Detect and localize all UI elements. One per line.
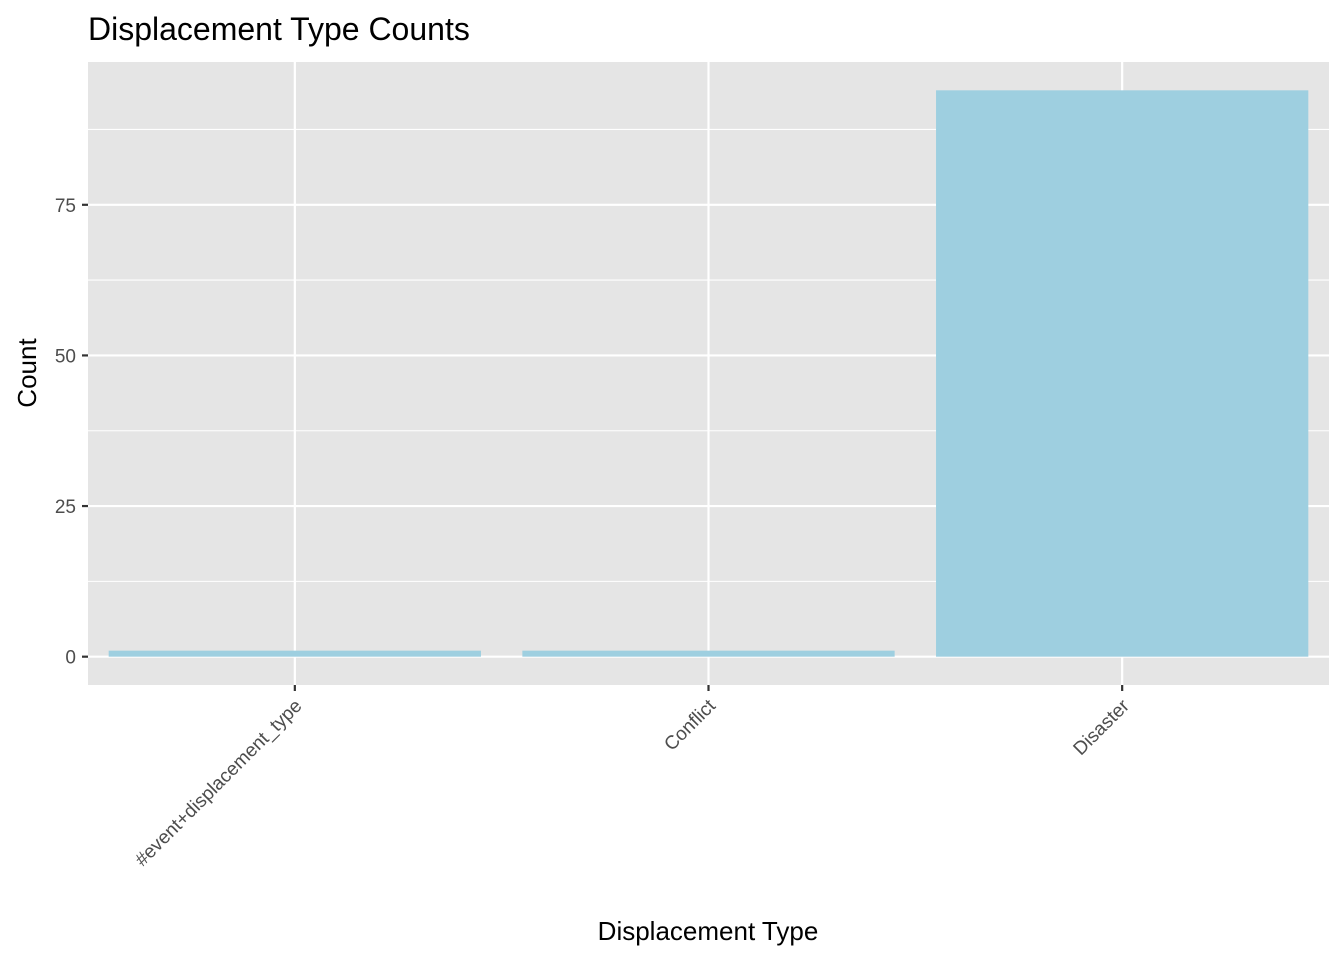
x-axis-title: Displacement Type [598, 916, 819, 946]
x-axis: #event+displacement_type Conflict Disaster [131, 685, 1134, 871]
x-tick-label: #event+displacement_type [131, 696, 306, 871]
bar [936, 90, 1309, 657]
bar [522, 650, 895, 657]
chart-title: Displacement Type Counts [88, 11, 470, 47]
y-tick-label: 25 [55, 497, 76, 518]
y-tick-label: 50 [55, 346, 76, 367]
y-axis: 0 25 50 75 [55, 196, 88, 669]
y-axis-title: Count [12, 338, 42, 408]
bars [108, 90, 1309, 657]
bar [108, 650, 481, 657]
x-tick-label: Conflict [660, 695, 720, 755]
y-tick-label: 0 [65, 648, 76, 669]
x-tick-label: Disaster [1070, 695, 1135, 760]
y-tick-label: 75 [55, 196, 76, 217]
